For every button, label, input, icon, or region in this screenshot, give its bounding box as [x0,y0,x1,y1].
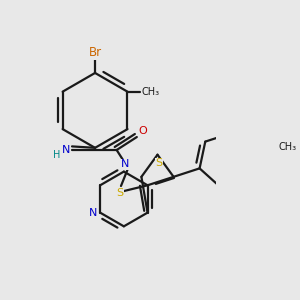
Text: S: S [116,188,123,198]
Text: CH₃: CH₃ [278,142,296,152]
Text: O: O [138,126,147,136]
Text: N: N [89,208,97,218]
Text: CH₃: CH₃ [142,87,160,97]
Text: N: N [62,145,70,155]
Text: N: N [121,159,130,170]
Text: Br: Br [88,46,102,59]
Text: S: S [155,158,163,168]
Text: H: H [53,150,61,160]
